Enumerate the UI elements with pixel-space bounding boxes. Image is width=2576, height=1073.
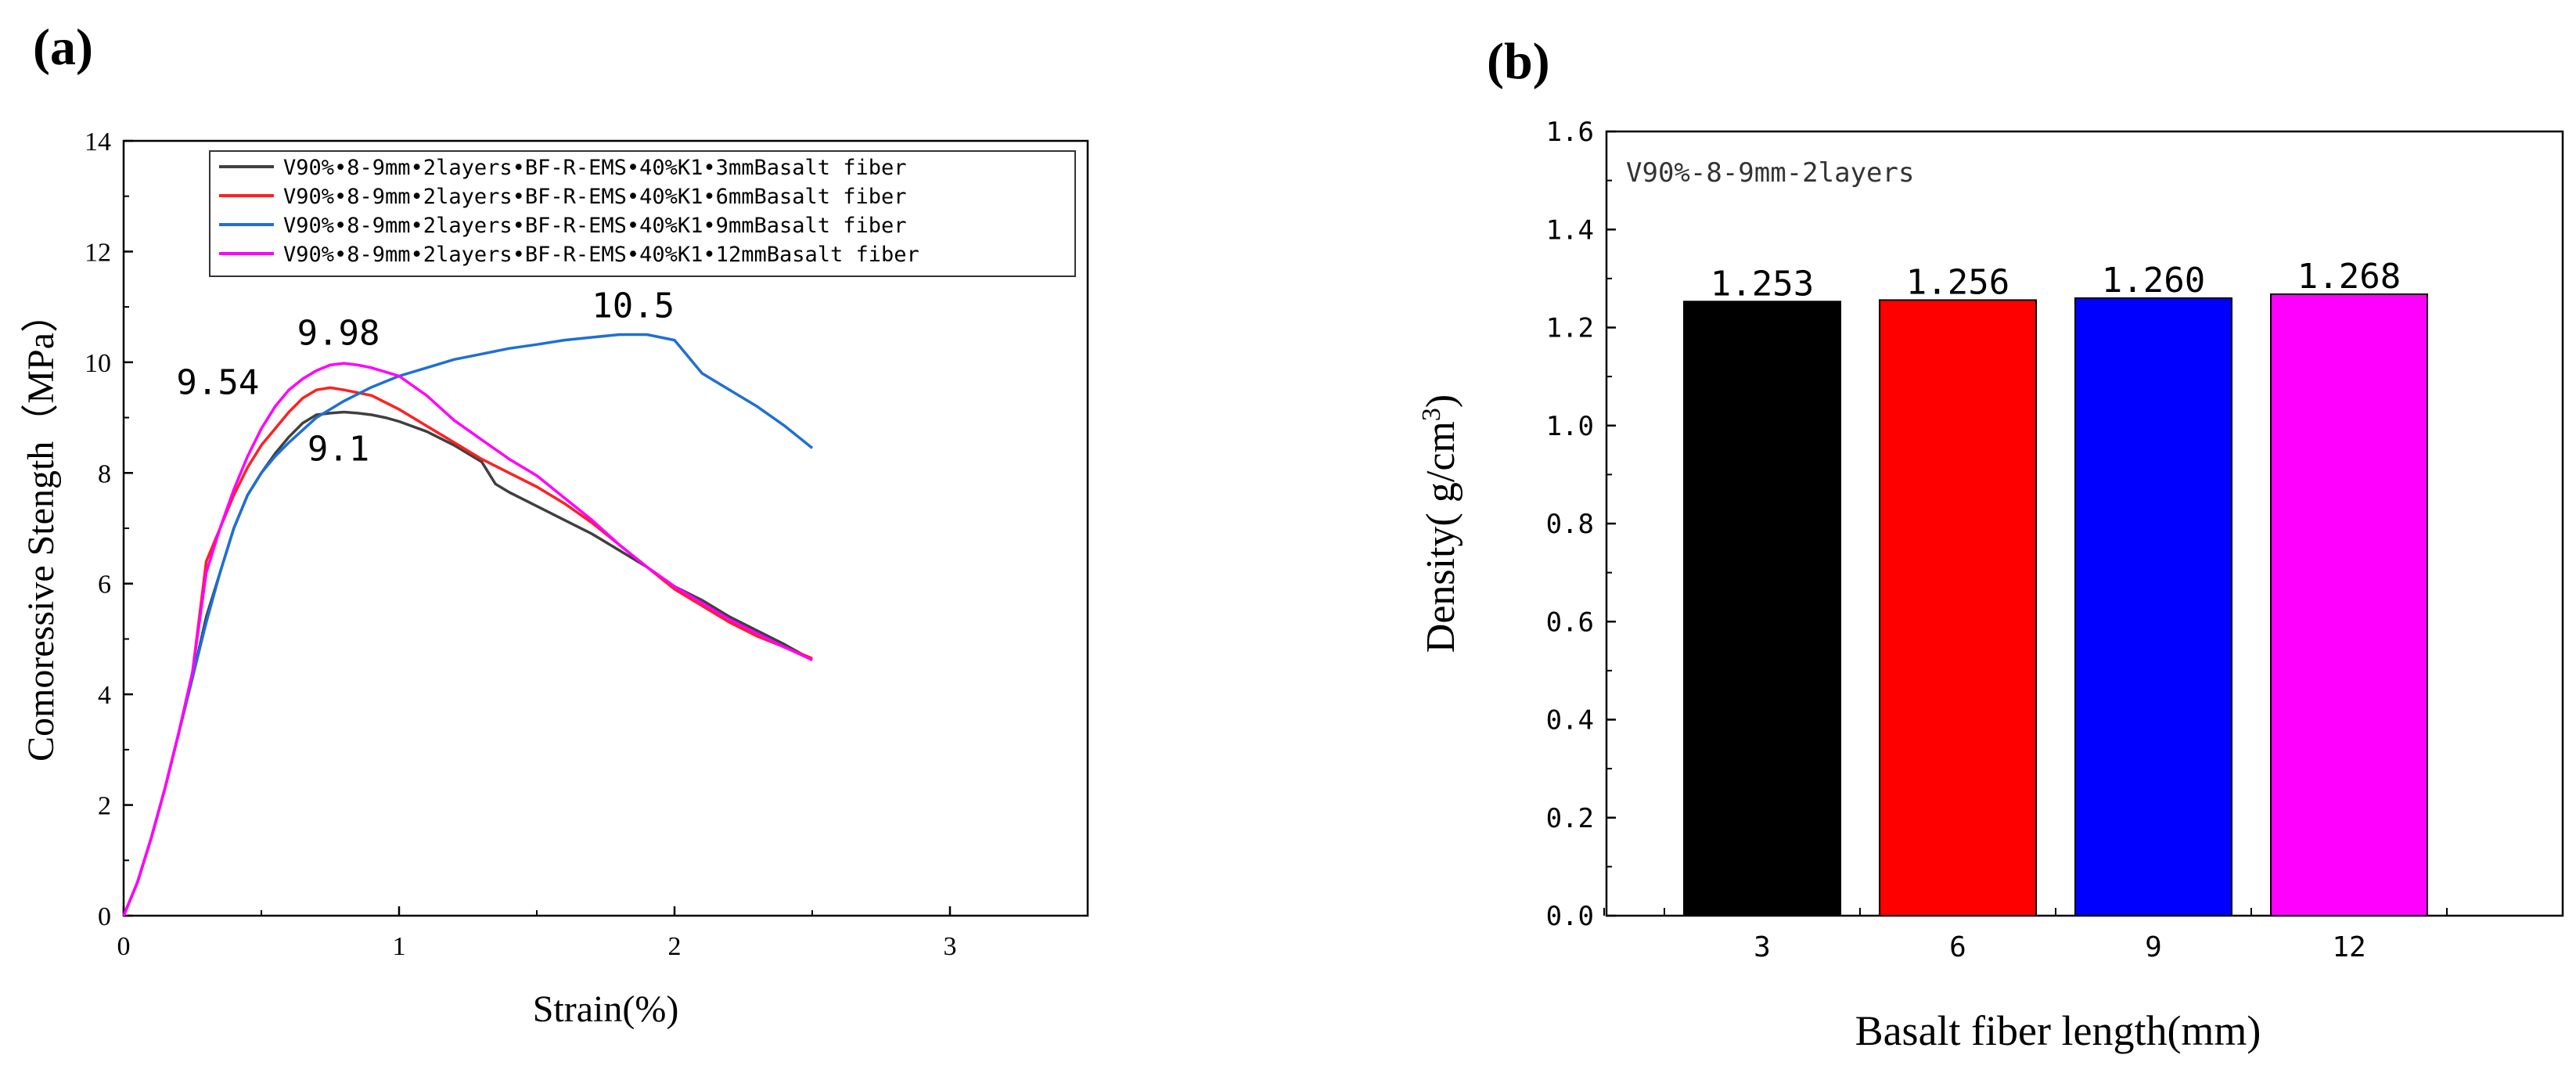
panel-b-bar-value-3mm: 1.253 (1711, 264, 1814, 304)
panel-a-series-line-4 (122, 362, 813, 916)
panel-a-peak-label-9.1: 9.1 (308, 430, 369, 470)
panel-a-peak-label-9.98: 9.98 (297, 313, 380, 353)
panel-b-bar-12mm (2270, 293, 2428, 917)
panel-b-x-tick-label-3: 3 (1754, 931, 1771, 963)
panel-a-x-tick-label-1: 1 (393, 932, 406, 961)
panel-a-peak-label-9.54: 9.54 (176, 362, 259, 402)
panel-a-legend-entry-2: V90%•8-9mm•2layers•BF-R-EMS•40%K1•6mmBas… (283, 185, 907, 209)
panel-a-x-tick-label-3: 3 (944, 932, 957, 961)
panel-b-x-tick-label-12: 12 (2332, 931, 2366, 963)
panel-b-y-tick-label-0.2: 0.2 (1546, 803, 1594, 834)
panel-a-y-tick-label-10: 10 (85, 349, 111, 378)
panel-b-bar-value-9mm: 1.260 (2102, 261, 2205, 301)
panel-a-x-tick-label-0: 0 (117, 932, 131, 961)
panel-b-bar-value-6mm: 1.256 (1906, 262, 2009, 302)
panel-b-y-tick-label-0.6: 0.6 (1546, 607, 1594, 638)
panel-a-y-tick-label-14: 14 (85, 128, 111, 157)
panel-a-x-axis-label: Strain(%) (533, 988, 679, 1030)
panel-b-label: (b) (1487, 33, 1550, 90)
panel-b-bar-6mm (1879, 299, 2037, 916)
panel-a-y-tick-label-2: 2 (98, 792, 111, 821)
panel-b-bar-9mm (2074, 297, 2232, 916)
panel-b-y-axis-label: Density( g/cm3) (1417, 394, 1464, 653)
panel-b-inner-label: V90%-8-9mm-2layers (1626, 157, 1914, 189)
panel-a-legend-entry-3: V90%•8-9mm•2layers•BF-R-EMS•40%K1•9mmBas… (283, 214, 907, 238)
panel-a-peak-label-10.5: 10.5 (592, 286, 675, 326)
panel-b-y-axis-label-sup: 3 (1417, 408, 1446, 421)
panel-a-label: (a) (33, 19, 93, 76)
panel-b-y-tick-label-0.0: 0.0 (1546, 901, 1594, 932)
panel-a-legend-entry-4: V90%•8-9mm•2layers•BF-R-EMS•40%K1•12mmBa… (283, 243, 919, 267)
panel-b-x-tick-label-9: 9 (2145, 931, 2162, 963)
panel-a-y-tick-label-8: 8 (98, 459, 111, 488)
panel-b-y-tick-label-0.8: 0.8 (1546, 509, 1594, 540)
panel-b-bar-value-12mm: 1.268 (2297, 257, 2401, 297)
panel-b-bar-chart: (b) V90%-8-9mm-2layers 0.0 0.2 0.4 0.6 0.8 1.… (1417, 33, 2564, 1054)
panel-a-legend-box (209, 150, 1076, 277)
panel-a-annotations: 10.5 9.98 9.54 9.1 (176, 286, 675, 470)
panel-b-y-axis: 0.0 0.2 0.4 0.6 0.8 1.0 1.2 1.4 1.6 (1546, 117, 1616, 932)
panel-b-y-tick-label-1.2: 1.2 (1546, 313, 1594, 344)
panel-b-bar-3mm (1683, 301, 1841, 916)
panel-b-y-tick-label-1.6: 1.6 (1546, 117, 1594, 148)
panel-b-x-axis-label: Basalt fiber length(mm) (1855, 1007, 2261, 1054)
panel-a-y-tick-label-12: 12 (85, 238, 111, 267)
panel-a-y-tick-label-4: 4 (98, 681, 111, 710)
panel-a-legend: V90%•8-9mm•2layers•BF-R-EMS•40%K1•3mmBas… (209, 150, 1076, 277)
panel-a-y-axis: 0 2 4 6 8 10 12 14 (85, 128, 133, 931)
panel-a-y-tick-label-6: 6 (98, 571, 111, 600)
panel-b-y-tick-label-1.0: 1.0 (1546, 411, 1594, 442)
panel-b-y-tick-label-0.4: 0.4 (1546, 705, 1594, 736)
panel-a-y-tick-label-0: 0 (98, 902, 111, 931)
panel-b-y-tick-label-1.4: 1.4 (1546, 214, 1594, 246)
panel-a-x-axis: 0 1 2 3 (117, 906, 1088, 961)
panel-a-x-tick-label-2: 2 (668, 932, 682, 961)
panel-a-y-axis-label: Comoressive Stength（MPa） (20, 295, 62, 762)
panel-a-series-group (122, 333, 814, 916)
panel-b-y-axis-label-close: ) (1419, 394, 1463, 408)
panel-a-legend-entry-1: V90%•8-9mm•2layers•BF-R-EMS•40%K1•3mmBas… (283, 156, 907, 180)
panel-b-bars-group: 1.253 3 1.256 6 1.260 9 1.268 12 (1603, 257, 2448, 963)
panel-b-y-axis-label-main: Density( g/cm (1419, 421, 1463, 653)
panel-b-x-tick-label-6: 6 (1949, 931, 1966, 963)
